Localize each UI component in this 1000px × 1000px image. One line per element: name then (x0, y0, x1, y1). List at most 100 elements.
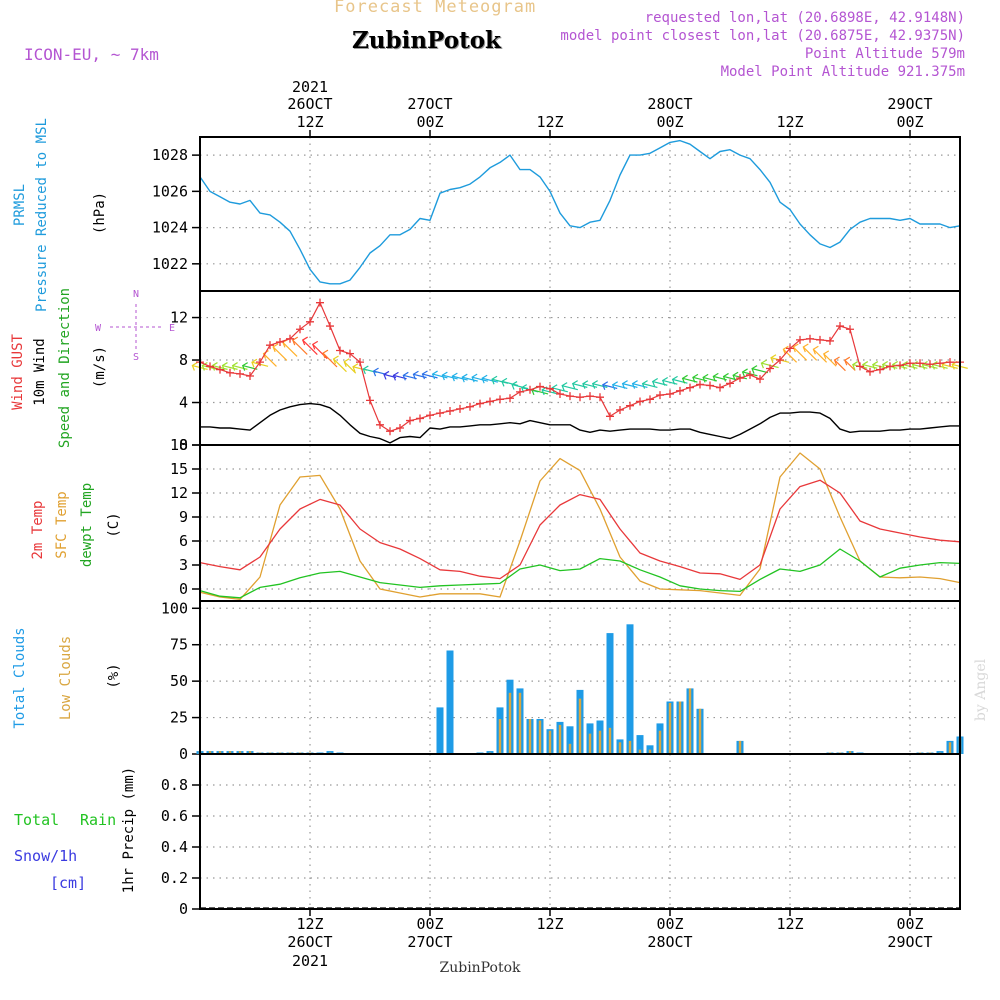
gust-marker (766, 364, 774, 373)
wind-arrow-head (571, 380, 579, 389)
y-tick-label: 0.4 (161, 838, 188, 856)
bottom-time-hour: 00Z (416, 915, 443, 933)
watermark: by Angel (973, 658, 989, 721)
low-cloud-bar (598, 730, 602, 754)
bottom-time-hour: 12Z (296, 915, 323, 933)
gust-marker (706, 381, 714, 390)
wind-arrow-head (760, 359, 767, 369)
wind-arrow-head (272, 343, 279, 353)
bottom-time-date: 28OCT (647, 933, 692, 951)
wind-arrow-head (770, 354, 777, 363)
wind-arrow-head (491, 375, 498, 385)
wind-direction-arrow (823, 353, 837, 367)
wind-arrow-head (292, 336, 299, 346)
gust-marker (866, 367, 874, 376)
model-altitude: Model Point Altitude 921.375m (720, 64, 965, 80)
temp-dew-label: dewpt Temp (79, 483, 95, 567)
gust-marker (236, 369, 244, 378)
y-tick-label: 4 (179, 394, 188, 412)
station-title: ZubinPotok (352, 27, 501, 54)
precip-snow-label: Snow/1h (14, 847, 77, 865)
wind-direction-arrow (501, 380, 519, 387)
point-altitude: Point Altitude 579m (804, 46, 965, 62)
wind-arrow-head (852, 361, 859, 370)
gust-marker (306, 317, 314, 326)
top-time-hour: 00Z (896, 113, 923, 131)
top-time-date: 29OCT (887, 95, 932, 113)
y-tick-label: 9 (179, 508, 188, 526)
precip-total-label: Total (14, 811, 59, 829)
wind-unit: (m/s) (92, 346, 108, 388)
low-cloud-bar (628, 740, 632, 754)
y-tick-label: 0 (179, 745, 188, 763)
top-time-date: 28OCT (647, 95, 692, 113)
wind-direction-arrow (812, 348, 828, 363)
gust-marker (916, 359, 924, 368)
temp-2m-line (199, 479, 961, 581)
wind-arrow-head (383, 370, 390, 380)
wind-direction-arrow (662, 379, 678, 385)
gust-marker (756, 375, 764, 384)
low-cloud-bar (588, 733, 592, 754)
sfc-temp-line (199, 452, 961, 601)
wind-arrow-head (751, 365, 758, 374)
wind-arrow-head (671, 375, 678, 385)
gust-marker (326, 322, 334, 331)
wind-arrow-head (312, 340, 319, 350)
wind-speed-line (200, 402, 960, 444)
gust-marker (296, 325, 304, 334)
gust-marker (716, 383, 724, 392)
gust-marker (526, 385, 534, 394)
top-time-date: 26OCT (287, 95, 332, 113)
gust-marker (426, 411, 434, 420)
low-cloud-bar (238, 751, 242, 754)
gust-marker (346, 349, 354, 358)
low-cloud-bar (678, 701, 682, 754)
gust-marker (546, 384, 554, 393)
low-clouds-label: Low Clouds (58, 636, 74, 720)
wind-direction-arrow (862, 363, 878, 369)
low-cloud-bar (558, 724, 562, 754)
y-tick-label: 0.2 (161, 869, 188, 887)
prmsl-label: PRMSL (12, 184, 28, 226)
clouds-unit: (%) (106, 663, 122, 688)
gust-marker (396, 424, 404, 433)
gust-marker (656, 391, 664, 400)
wind-arrow-head (201, 362, 208, 371)
gust-marker (636, 397, 644, 406)
wind-dir-label: Speed and Direction (57, 288, 73, 448)
wind-arrow-head (862, 361, 869, 370)
wind-arrow-head (602, 381, 609, 390)
low-cloud-bar (638, 749, 642, 754)
wind-arrow-head (631, 380, 638, 389)
wind-arrow-head (431, 370, 438, 380)
wind-direction-arrow (834, 359, 846, 372)
low-cloud-bar (578, 698, 582, 754)
gust-marker (776, 356, 784, 365)
gust-marker (786, 344, 794, 353)
wind-arrow-head (251, 358, 258, 368)
low-cloud-bar (218, 751, 222, 754)
low-cloud-bar (848, 751, 852, 754)
gust-marker (386, 427, 394, 436)
top-time-hour: 12Z (776, 113, 803, 131)
low-cloud-bar (648, 749, 652, 754)
wind-arrow-head (372, 367, 379, 377)
wind-arrow-head (402, 371, 409, 381)
wind-direction-arrow (844, 359, 856, 371)
wind-arrow-head (702, 373, 709, 383)
gust-marker (796, 335, 804, 344)
bottom-time-hour: 00Z (656, 915, 683, 933)
wind-direction-arrow (452, 375, 468, 381)
wind-arrow-head (231, 362, 238, 371)
total-cloud-bar (626, 624, 634, 754)
wind-arrow-head (221, 362, 228, 371)
gust-marker (896, 361, 904, 370)
wind-direction-arrow (602, 384, 618, 390)
gust-marker (876, 365, 884, 374)
top-time-date: 27OCT (407, 95, 452, 113)
total-cloud-bar (436, 707, 444, 754)
bottom-time-date: 29OCT (887, 933, 932, 951)
wind-direction-arrow (302, 339, 318, 355)
gust-marker (456, 404, 464, 413)
